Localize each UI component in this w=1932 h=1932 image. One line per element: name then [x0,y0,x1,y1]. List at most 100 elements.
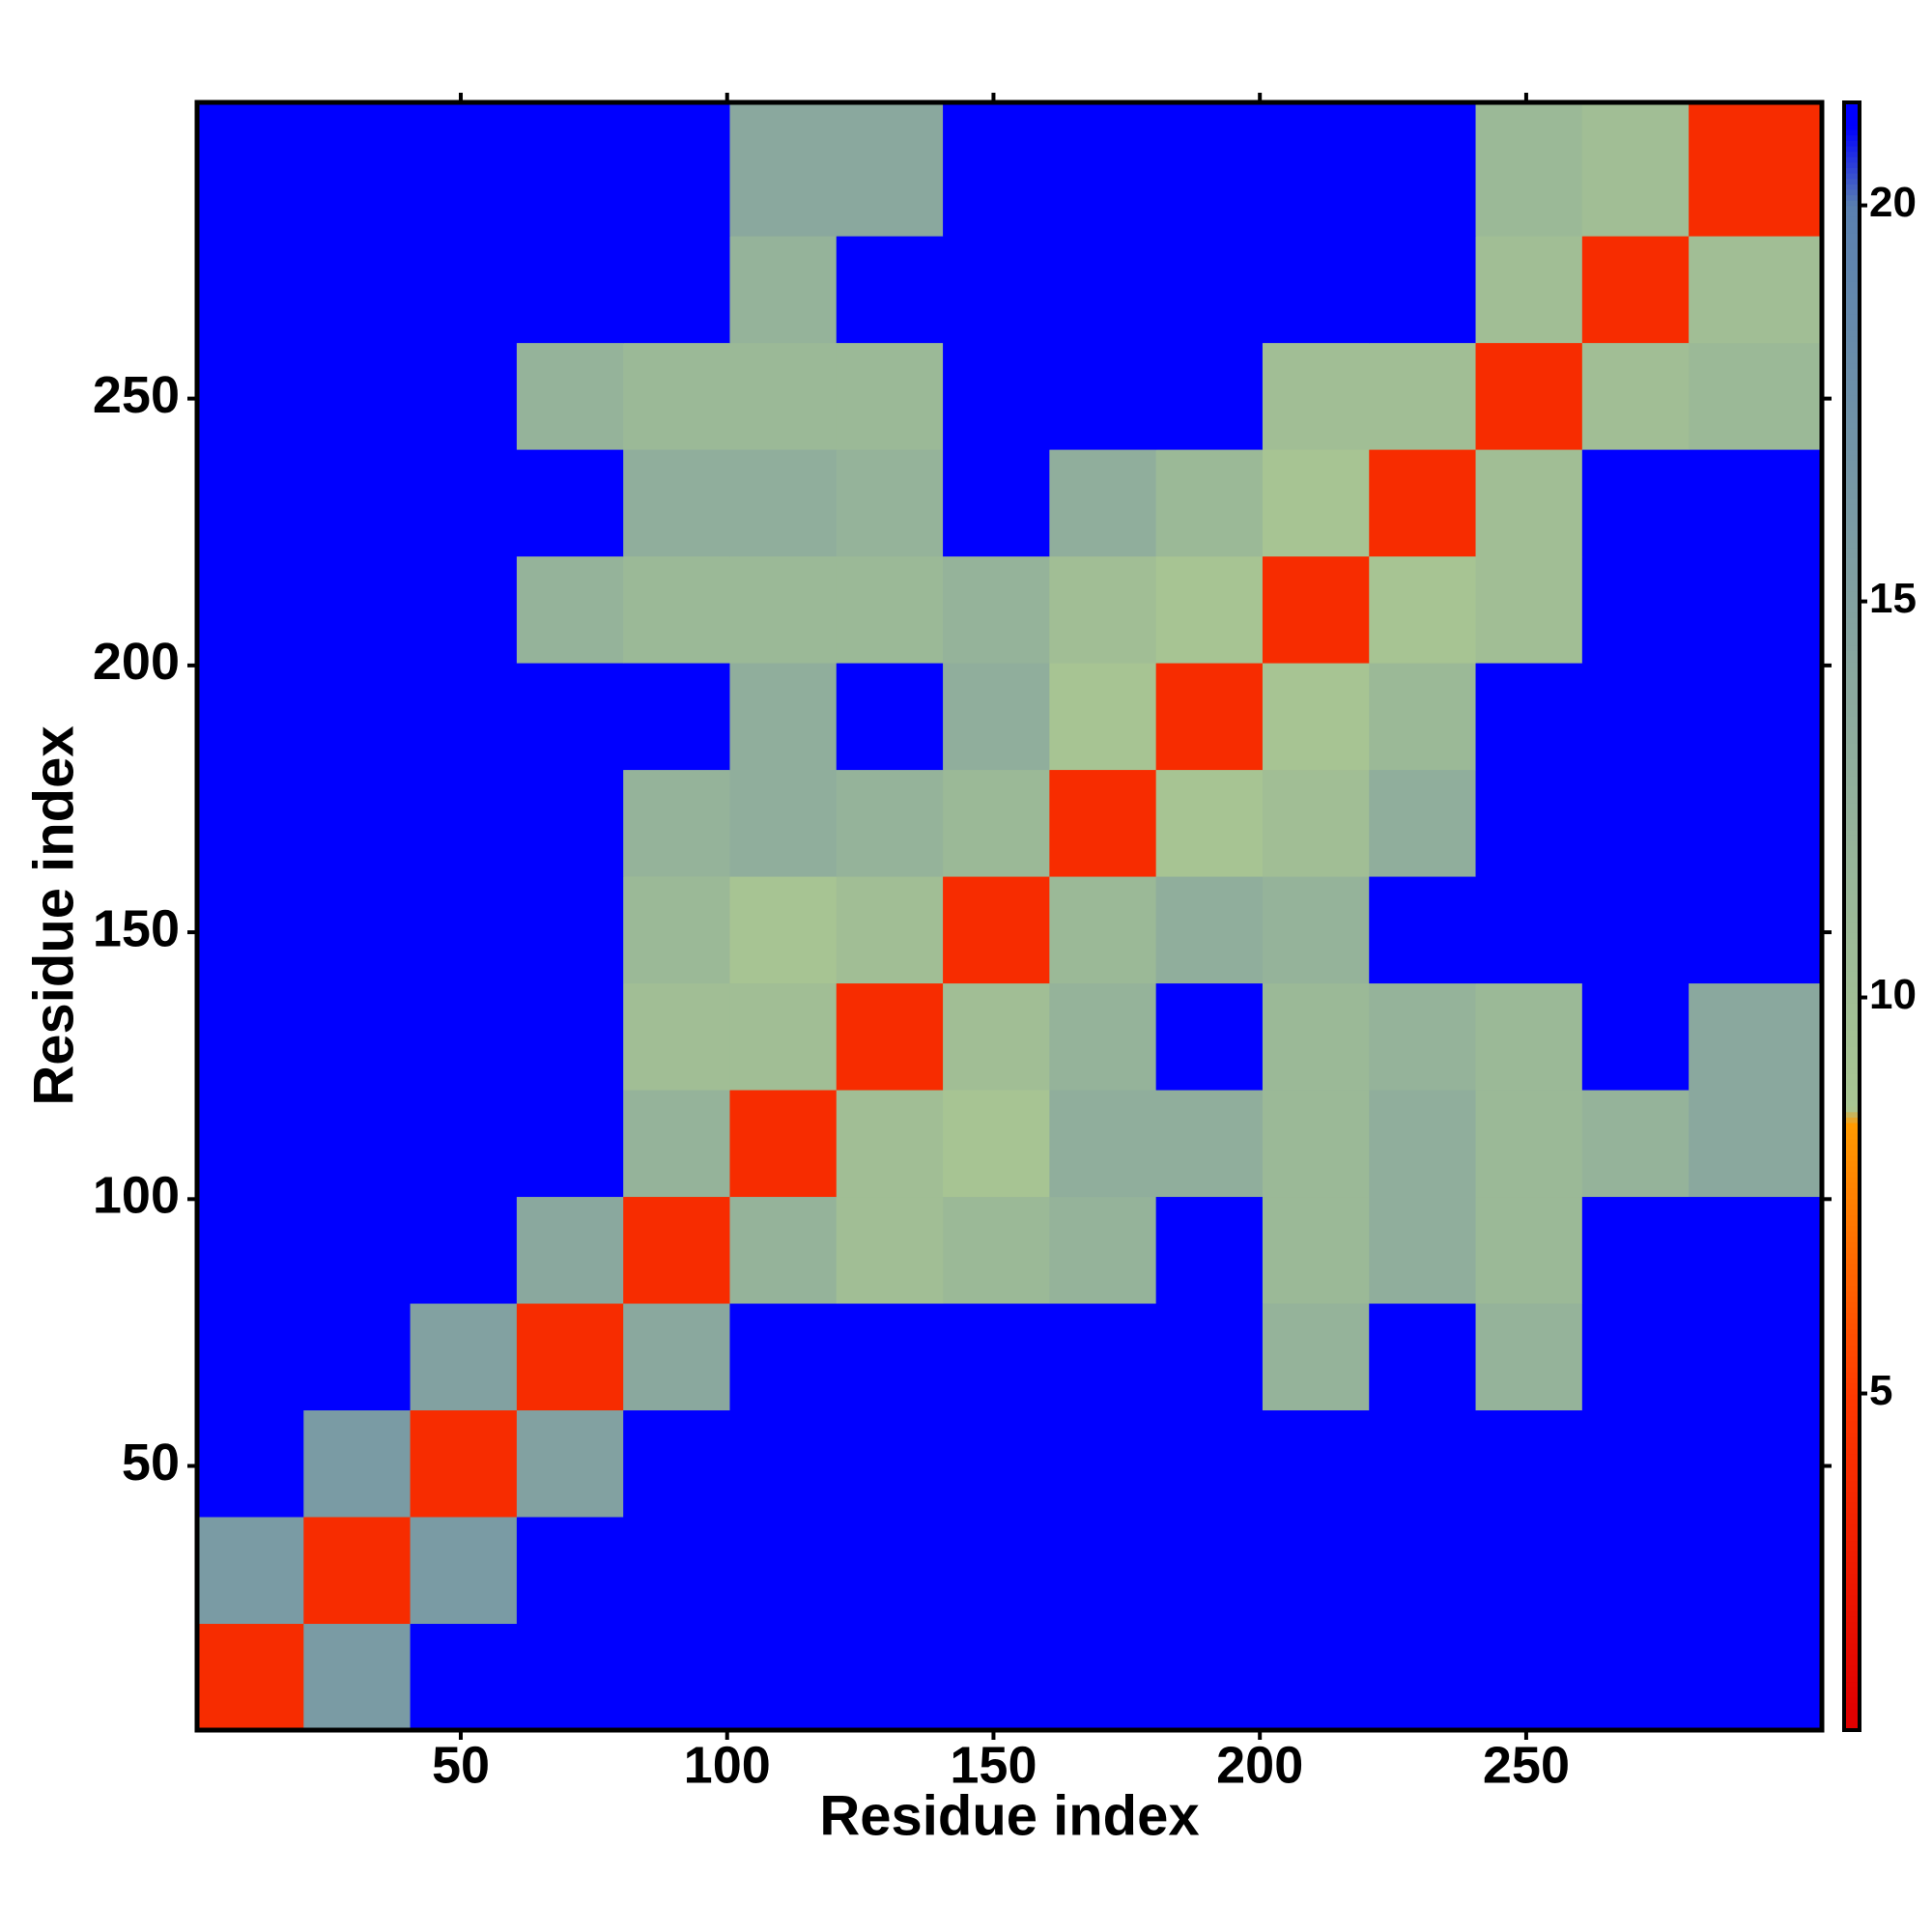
heatmap-cell [1689,1196,1823,1304]
colorbar-segment [1844,748,1860,754]
heatmap-cell [516,1196,624,1304]
colorbar-segment [1844,1523,1860,1530]
colorbar-segment [1844,1442,1860,1449]
colorbar-segment [1844,1366,1860,1373]
heatmap-cell [197,1623,304,1731]
x-tick-label: 250 [1483,1736,1570,1794]
colorbar-segment [1844,466,1860,472]
heatmap-cell [1155,1303,1264,1411]
heatmap-cell [623,1623,730,1731]
colorbar-segment [1844,1546,1860,1552]
colorbar-segment [1844,1372,1860,1378]
colorbar-segment [1844,1405,1860,1411]
plot-frame [194,99,1825,1733]
colorbar-segment [1844,1144,1860,1151]
colorbar-segment [1844,1019,1860,1026]
x-axis-title: Residue index [819,1784,1199,1847]
heatmap-cell [1049,449,1157,557]
heatmap-cell [410,102,518,237]
colorbar-segment [1844,1204,1860,1210]
heatmap-cell [303,1303,412,1411]
heatmap-cell [1369,1623,1477,1731]
heatmap-cell [1475,342,1583,450]
heatmap-cell [1581,449,1690,557]
colorbar-segment [1844,107,1860,114]
colorbar-segment [1844,710,1860,717]
colorbar-segment [1844,379,1860,385]
heatmap-cell [1689,102,1823,237]
heatmap-cell [1155,876,1264,984]
heatmap-cell [1689,1623,1823,1731]
colorbar-segment [1844,758,1860,765]
heatmap-cell [303,1517,412,1625]
colorbar-segment [1844,742,1860,749]
colorbar-segment [1844,802,1860,809]
colorbar-segment [1844,818,1860,825]
colorbar-segment [1844,737,1860,744]
colorbar-segment [1844,889,1860,895]
colorbar-segment [1844,1036,1860,1042]
heatmap-cell [197,449,304,557]
colorbar-segment [1844,617,1860,624]
colorbar-segment [1844,400,1860,408]
heatmap-cell [1581,1409,1690,1518]
colorbar-segment [1844,1594,1860,1601]
colorbar-segment [1844,639,1860,646]
colorbar-segment [1844,302,1860,310]
colorbar-segment [1844,584,1860,592]
heatmap-cell [303,876,412,984]
colorbar-segment [1844,319,1860,326]
colorbar-segment [1844,1550,1860,1557]
colorbar-segment [1844,547,1860,554]
y-axis-title: Residue index [22,725,85,1105]
heatmap-cell [1689,1517,1823,1625]
colorbar-segment [1844,607,1860,613]
heatmap-cell [1581,1623,1690,1731]
heatmap-cell [1155,102,1264,237]
heatmap-cell [410,236,518,344]
heatmap-cell [516,449,624,557]
colorbar-segment [1844,227,1860,234]
colorbar-segment [1844,1355,1860,1362]
colorbar-segment [1844,292,1860,298]
colorbar-segment [1844,1003,1860,1009]
colorbar-segment [1844,980,1860,988]
x-tick-label: 50 [432,1736,490,1794]
colorbar-segment [1844,731,1860,738]
heatmap-cell [1689,449,1823,557]
x-tick-label: 150 [950,1736,1037,1794]
colorbar-segment [1844,698,1860,706]
colorbar-segment [1844,781,1860,787]
colorbar-segment [1844,184,1860,190]
colorbar-segment [1844,867,1860,874]
heatmap-cell [197,663,304,771]
colorbar-segment [1844,156,1860,163]
colorbar-segment [1844,1040,1860,1047]
heatmap-cell [836,555,944,664]
colorbar-segment [1844,1263,1860,1270]
colorbar-segment [1844,487,1860,494]
colorbar-segment [1844,1687,1860,1693]
colorbar-segment [1844,704,1860,711]
colorbar-segment [1844,460,1860,467]
colorbar-segment [1844,243,1860,250]
colorbar-segment [1844,134,1860,141]
heatmap-cell [197,102,304,237]
heatmap-cell [1369,102,1477,237]
colorbar-segment [1844,1361,1860,1368]
colorbar-frame [1842,100,1861,1732]
heatmap-cell [623,102,730,237]
colorbar-segment [1844,173,1860,180]
heatmap-cell [1581,555,1690,664]
colorbar-segment [1844,1496,1860,1503]
colorbar-segment [1844,1480,1860,1487]
heatmap-cell [1049,876,1157,984]
colorbar-segment [1844,356,1860,364]
colorbar-segment [1844,1681,1860,1688]
heatmap-cell [836,876,944,984]
colorbar-segment [1844,1588,1860,1596]
heatmap-cell [836,236,944,344]
colorbar-segment [1844,1659,1860,1666]
colorbar-segment [1844,1225,1860,1232]
colorbar-segment [1844,1187,1860,1194]
